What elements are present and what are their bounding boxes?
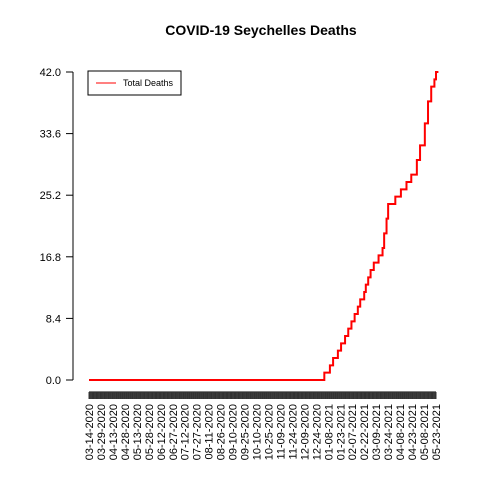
y-axis: 0.0 8.4 16.8 25.2 33.6 42.0: [40, 67, 74, 387]
x-tick-label: 11-24-2020: [287, 404, 299, 459]
x-tick-label: 03-24-2021: [383, 404, 395, 460]
x-tick-label: 06-27-2020: [168, 404, 180, 460]
x-minor-ticks: [88, 392, 437, 399]
x-tick-label: 09-25-2020: [240, 404, 252, 460]
y-tick-label: 25.2: [40, 190, 61, 202]
x-tick-label: 02-07-2021: [347, 404, 359, 460]
x-tick-label: 10-25-2020: [263, 404, 275, 460]
x-tick-label: 04-23-2021: [407, 404, 419, 460]
legend-label-total-deaths: Total Deaths: [123, 78, 174, 88]
x-tick-label: 11-09-2020: [275, 404, 287, 459]
x-tick-label: 09-10-2020: [228, 404, 240, 460]
x-tick-label: 05-13-2020: [132, 404, 144, 460]
x-tick-label: 12-09-2020: [299, 404, 311, 460]
y-tick-label: 16.8: [40, 252, 61, 264]
x-tick-label: 03-09-2021: [371, 404, 383, 460]
x-tick-label: 05-23-2021: [431, 404, 443, 460]
x-tick-label: 07-27-2020: [192, 404, 204, 460]
x-tick-label: 03-29-2020: [96, 404, 108, 460]
y-tick-label: 33.6: [40, 129, 61, 141]
chart-title: COVID-19 Seychelles Deaths: [165, 22, 357, 38]
x-tick-label: 04-13-2020: [108, 404, 120, 460]
legend: Total Deaths: [87, 70, 182, 96]
x-tick-label: 08-11-2020: [204, 404, 216, 459]
x-tick-label: 04-28-2020: [120, 404, 132, 460]
x-tick-label: 12-24-2020: [311, 404, 323, 460]
x-axis: 03-14-2020 03-29-2020 04-13-2020 04-28-2020…: [84, 391, 443, 460]
y-tick-label: 0.0: [46, 375, 61, 387]
x-tick-label: 02-22-2021: [359, 404, 371, 460]
x-tick-label: 08-26-2020: [216, 404, 228, 460]
x-tick-label: 05-08-2021: [419, 404, 431, 460]
series-line-total-deaths: [89, 71, 439, 381]
x-tick-label: 01-23-2021: [335, 404, 347, 460]
x-tick-label: 06-12-2020: [156, 404, 168, 460]
x-tick-label: 04-08-2021: [395, 404, 407, 460]
x-tick-label: 10-10-2020: [252, 404, 264, 460]
plot-area: [89, 71, 439, 381]
x-tick-label: 03-14-2020: [84, 404, 96, 460]
y-tick-label: 42.0: [40, 67, 61, 79]
x-tick-label: 05-28-2020: [144, 404, 156, 460]
y-tick-label: 8.4: [46, 313, 61, 325]
x-tick-label: 07-12-2020: [180, 404, 192, 460]
x-tick-label: 01-08-2021: [323, 404, 335, 460]
